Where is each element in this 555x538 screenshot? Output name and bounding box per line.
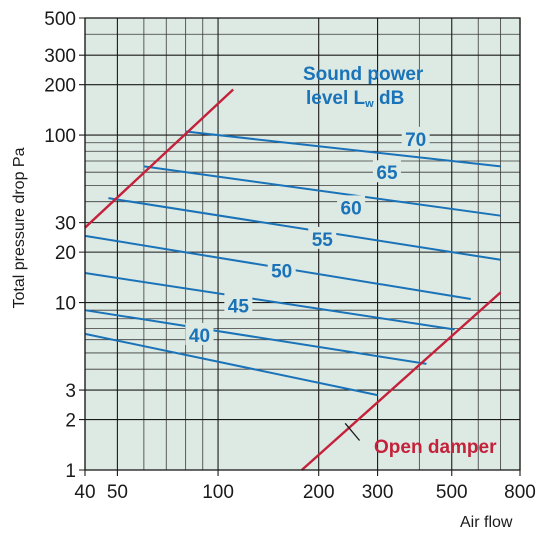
x-tick-labels: 40 50 100 200 300 500 800: [74, 482, 535, 503]
damper-label: Open damper: [374, 437, 497, 458]
plot-frame: [84, 17, 521, 471]
series-line-70: [185, 130, 501, 168]
series-label-bg: [308, 226, 337, 249]
legend-subtitle: level Lw dB: [306, 88, 404, 110]
x-tick-label: 100: [202, 482, 234, 503]
damper-line-1: [84, 88, 235, 229]
y-tick-label: 500: [44, 9, 76, 30]
series-label-bg: [401, 126, 430, 149]
series-label-45: 45: [228, 296, 250, 317]
y-tick-label: 30: [55, 214, 76, 235]
series-label-50: 50: [271, 262, 292, 283]
series-line-60: [108, 197, 501, 261]
y-tick-label: 3: [65, 381, 76, 402]
y-tick-label: 20: [55, 243, 76, 264]
x-tick-label: 800: [504, 482, 536, 503]
series-label-bg: [267, 258, 296, 281]
series-line-45: [84, 309, 427, 365]
series-label-bg: [185, 322, 214, 345]
series-line-40: [84, 332, 378, 397]
series-line-65: [143, 165, 501, 217]
y-tick-label: 2: [65, 411, 76, 432]
x-tick-label: 300: [362, 482, 394, 503]
series-label-bg: [337, 195, 366, 218]
series-label-bg: [224, 293, 253, 316]
legend-title: Sound power: [303, 64, 424, 85]
damper-line-2: [300, 291, 502, 471]
open-damper-lines: [84, 88, 502, 471]
series-label-bg: [372, 160, 401, 183]
series-label-55: 55: [312, 230, 334, 251]
series-labels: 70 65 60 55 50 45 40: [185, 126, 430, 347]
y-tick-label: 200: [44, 76, 76, 97]
x-tick-label: 200: [303, 482, 335, 503]
grid-minor: [85, 18, 520, 470]
plot-area: [85, 18, 520, 470]
series-label-60: 60: [341, 198, 362, 219]
series-line-50: [84, 272, 455, 331]
y-tick-labels: 1 2 3 10 20 30 100 200 300 500: [44, 9, 76, 482]
y-axis-title: Total pressure drop Pa: [11, 147, 28, 308]
y-tick-label: 100: [44, 126, 76, 147]
damper-leader-line: [344, 422, 361, 441]
series-label-40: 40: [189, 326, 210, 347]
y-tick-label: 10: [55, 294, 76, 315]
y-tick-label: 300: [44, 46, 76, 67]
x-tick-label: 50: [107, 482, 128, 503]
series-lines: [84, 130, 501, 397]
series-label-65: 65: [376, 163, 398, 184]
y-tick-label: 1: [65, 461, 76, 482]
x-tick-label: 40: [74, 482, 95, 503]
x-axis-title: Air flow: [460, 514, 513, 531]
x-tick-label: 500: [436, 482, 468, 503]
series-label-70: 70: [405, 130, 426, 151]
